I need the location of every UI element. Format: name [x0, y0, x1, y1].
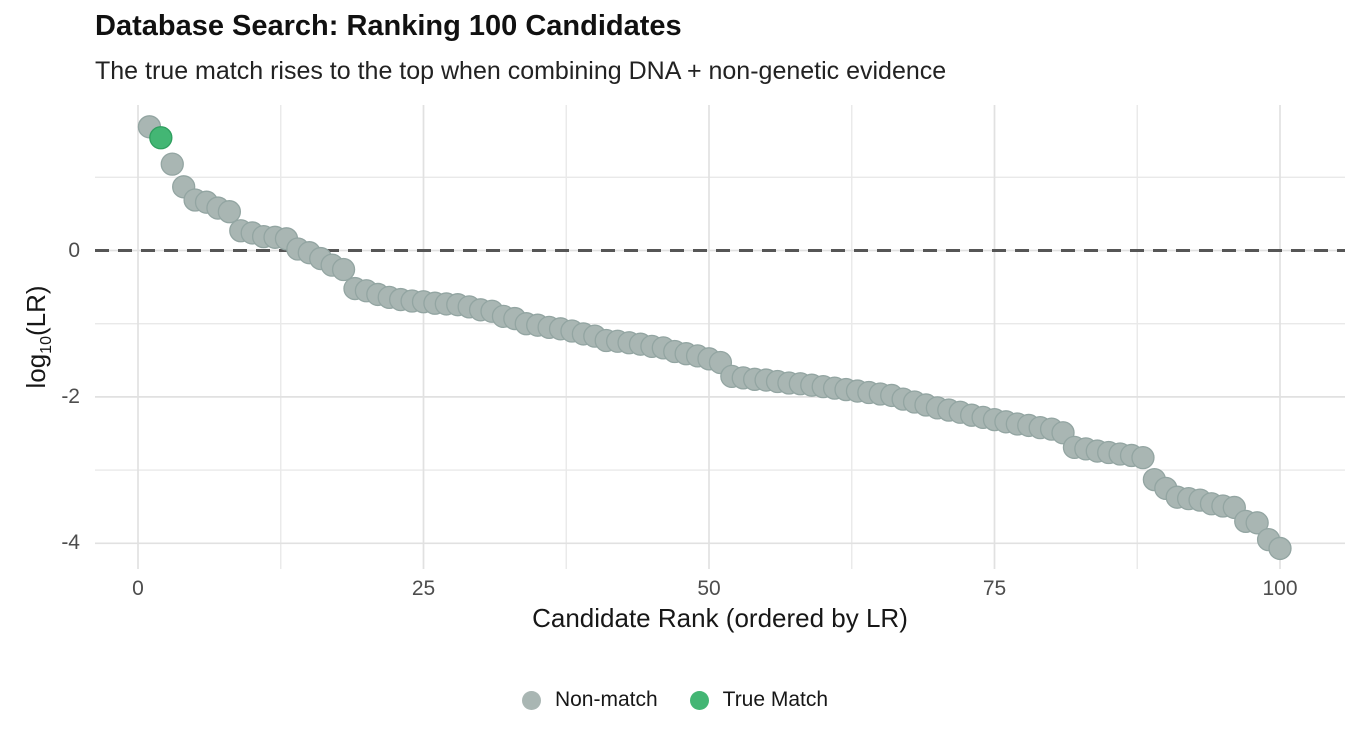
- y-axis-title-subscript: 10: [38, 336, 56, 354]
- truematch-dot-icon: [689, 690, 709, 710]
- data-point: [1245, 511, 1269, 535]
- nonmatch-dot-icon: [521, 690, 541, 710]
- data-point: [217, 200, 242, 224]
- y-axis-title-prefix: log: [21, 353, 51, 389]
- x-axis-title: Candidate Rank (ordered by LR): [532, 603, 908, 633]
- chart-subtitle: The true match rises to the top when com…: [95, 57, 947, 85]
- data-point: [160, 152, 184, 176]
- data-point: [1268, 536, 1292, 561]
- data-point: [1131, 446, 1155, 470]
- legend-label-nonmatch: Non-match: [554, 688, 658, 711]
- legend-label-truematch: True Match: [722, 688, 829, 711]
- legend: Non-match True Match: [0, 688, 1350, 712]
- data-point: [331, 257, 356, 282]
- legend-item-truematch: True Match: [689, 688, 829, 712]
- legend-item-nonmatch: Non-match: [521, 688, 658, 712]
- true-match-point: [149, 126, 173, 150]
- chart-title: Database Search: Ranking 100 Candidates: [95, 10, 682, 42]
- y-axis-title-suffix: (LR): [21, 285, 51, 337]
- y-axis-title: log10(LR): [20, 227, 56, 447]
